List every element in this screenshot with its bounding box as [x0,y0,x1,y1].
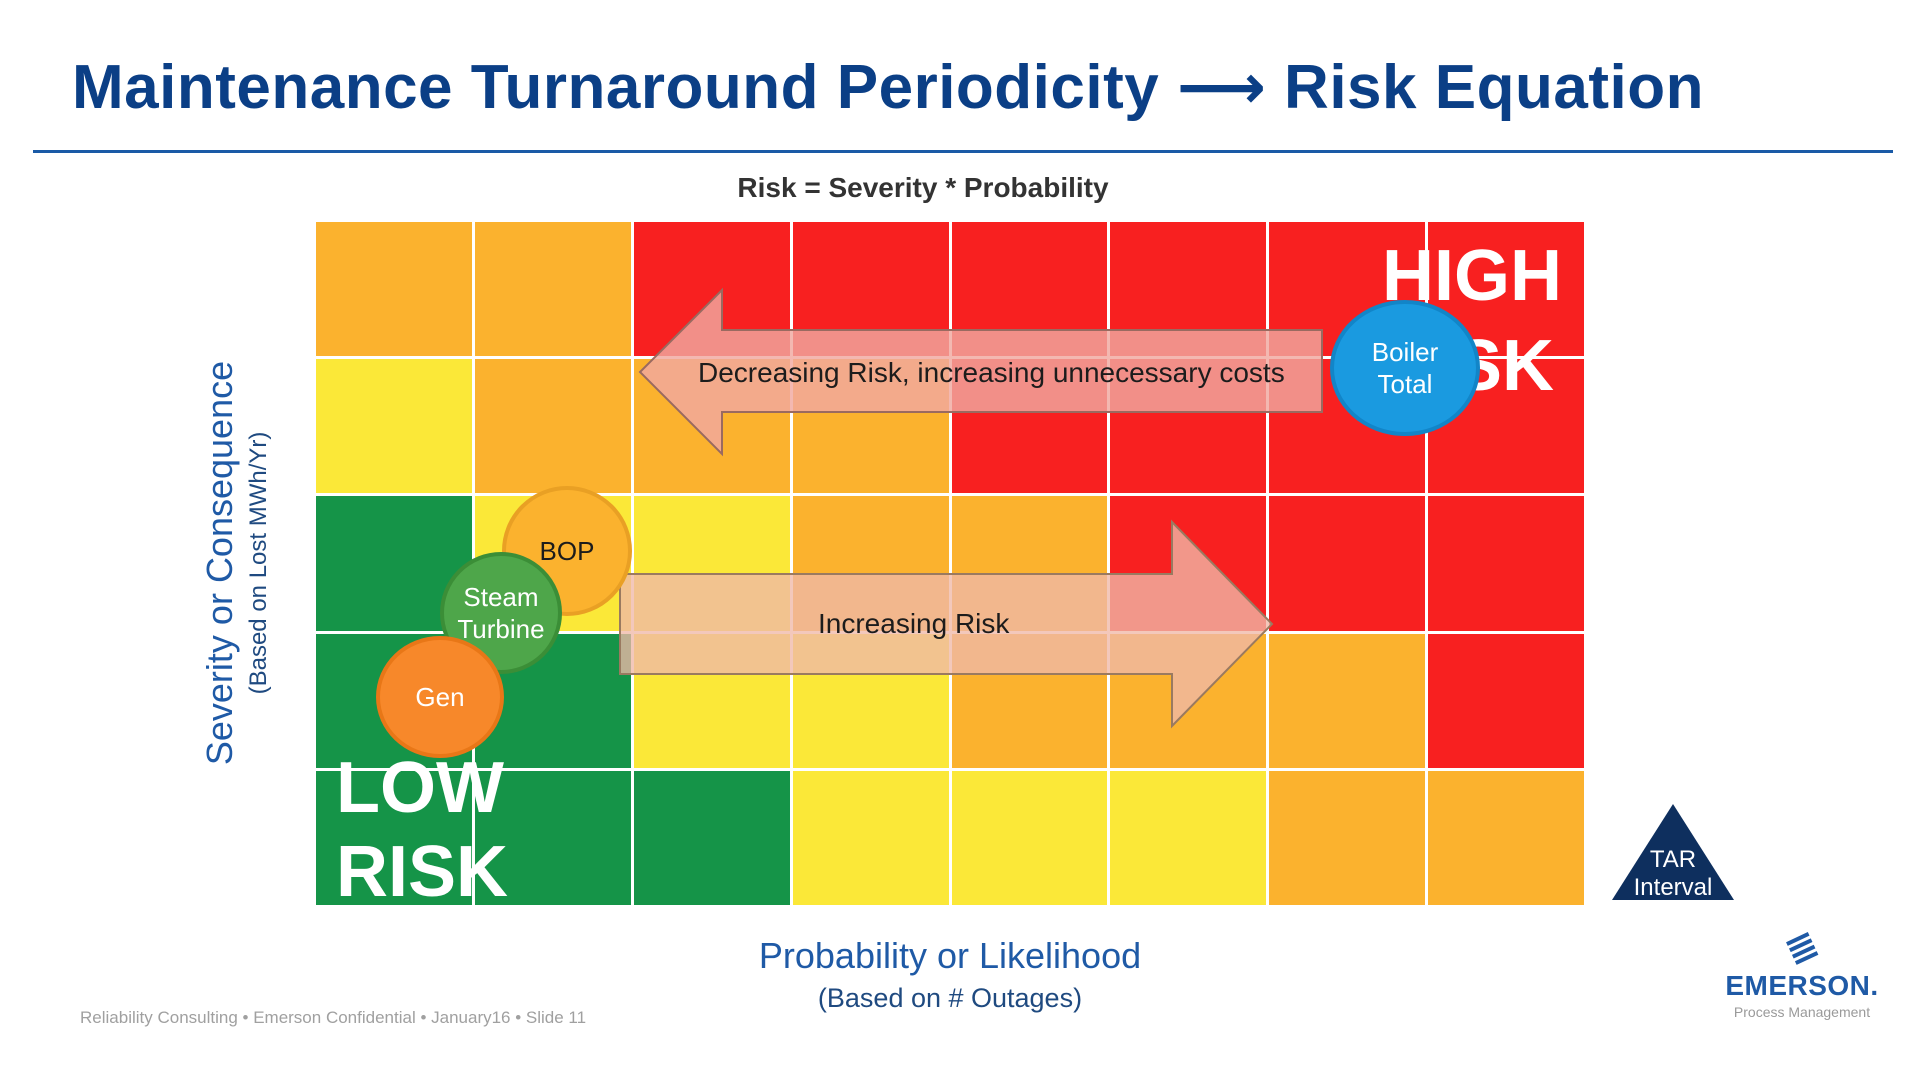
matrix-cell-r5-c2 [474,770,631,905]
matrix-cell-r5-c7 [1269,770,1426,905]
decreasing-risk-text: Decreasing Risk, increasing unnecessary … [698,357,1285,388]
matrix-cell-r5-c1 [316,770,472,905]
matrix-cell-r3-c3 [633,496,790,631]
tar-interval-marker: TAR Interval [1610,802,1736,902]
matrix-cell-r5-c3 [633,770,790,905]
y-axis-label: Severity or Consequence (Based on Lost M… [199,361,273,765]
logo-name: EMERSON. [1725,970,1879,1001]
gen-label: Gen [415,682,465,712]
matrix-cell-r4-c6 [1110,633,1267,768]
low-risk-label-line2: RISK [336,832,509,912]
matrix-cell-r5-c6 [1110,770,1267,905]
matrix-cell-r1-c1 [316,222,472,357]
slide-title: Maintenance Turnaround Periodicity ⟶ Ris… [72,53,1704,122]
matrix-cell-r1-c2 [474,222,631,357]
gen-bubble: Gen [376,636,504,758]
matrix-cell-r5-c8 [1428,770,1584,905]
matrix-cell-r2-c2 [474,359,631,494]
title-divider [33,150,1893,153]
y-axis-subtitle: (Based on Lost MWh/Yr) [245,431,272,695]
emerson-logo: EMERSON. Process Management [1712,928,1892,1020]
matrix-cell-r4-c7 [1269,633,1426,768]
matrix-cell-r3-c7 [1269,496,1426,631]
x-axis-label: Probability or Likelihood (Based on # Ou… [690,935,1210,1014]
matrix-cell-r1-c5 [951,222,1108,357]
logo-subtitle: Process Management [1733,1004,1871,1020]
tar-line1: TAR [1649,846,1697,873]
matrix-cell-r4-c5 [951,633,1108,768]
emerson-logo-icon [1786,932,1819,965]
matrix-cell-r1-c4 [792,222,949,357]
triangle-icon [1612,804,1734,900]
x-axis-title: Probability or Likelihood [758,935,1142,976]
matrix-cell-r1-c3 [633,222,790,357]
bop-label: BOP [539,536,595,566]
steam-line1: Steam [463,582,539,612]
y-axis-title: Severity or Consequence [199,360,240,766]
boiler-line1: Boiler [1371,337,1439,367]
matrix-cell-r4-c8 [1428,633,1584,768]
x-axis-subtitle: (Based on # Outages) [817,983,1083,1013]
matrix-cell-r5-c5 [951,770,1108,905]
boiler-total-bubble: Boiler Total [1330,300,1480,436]
matrix-cell-r5-c4 [792,770,949,905]
steam-line2: Turbine [457,614,545,644]
matrix-cell-r2-c1 [316,359,472,494]
increasing-risk-text: Increasing Risk [818,608,1010,639]
risk-equation: Risk = Severity * Probability [737,172,1109,203]
matrix-cell-r4-c3 [633,633,790,768]
matrix-cell-r3-c6 [1110,496,1267,631]
matrix-cell-r1-c6 [1110,222,1267,357]
boiler-line2: Total [1377,369,1433,399]
slide-footer: Reliability Consulting • Emerson Confide… [80,1008,587,1027]
tar-line2: Interval [1633,874,1713,900]
matrix-cell-r4-c4 [792,633,949,768]
matrix-cell-r3-c8 [1428,496,1584,631]
low-risk-label-line1: LOW [336,748,504,828]
